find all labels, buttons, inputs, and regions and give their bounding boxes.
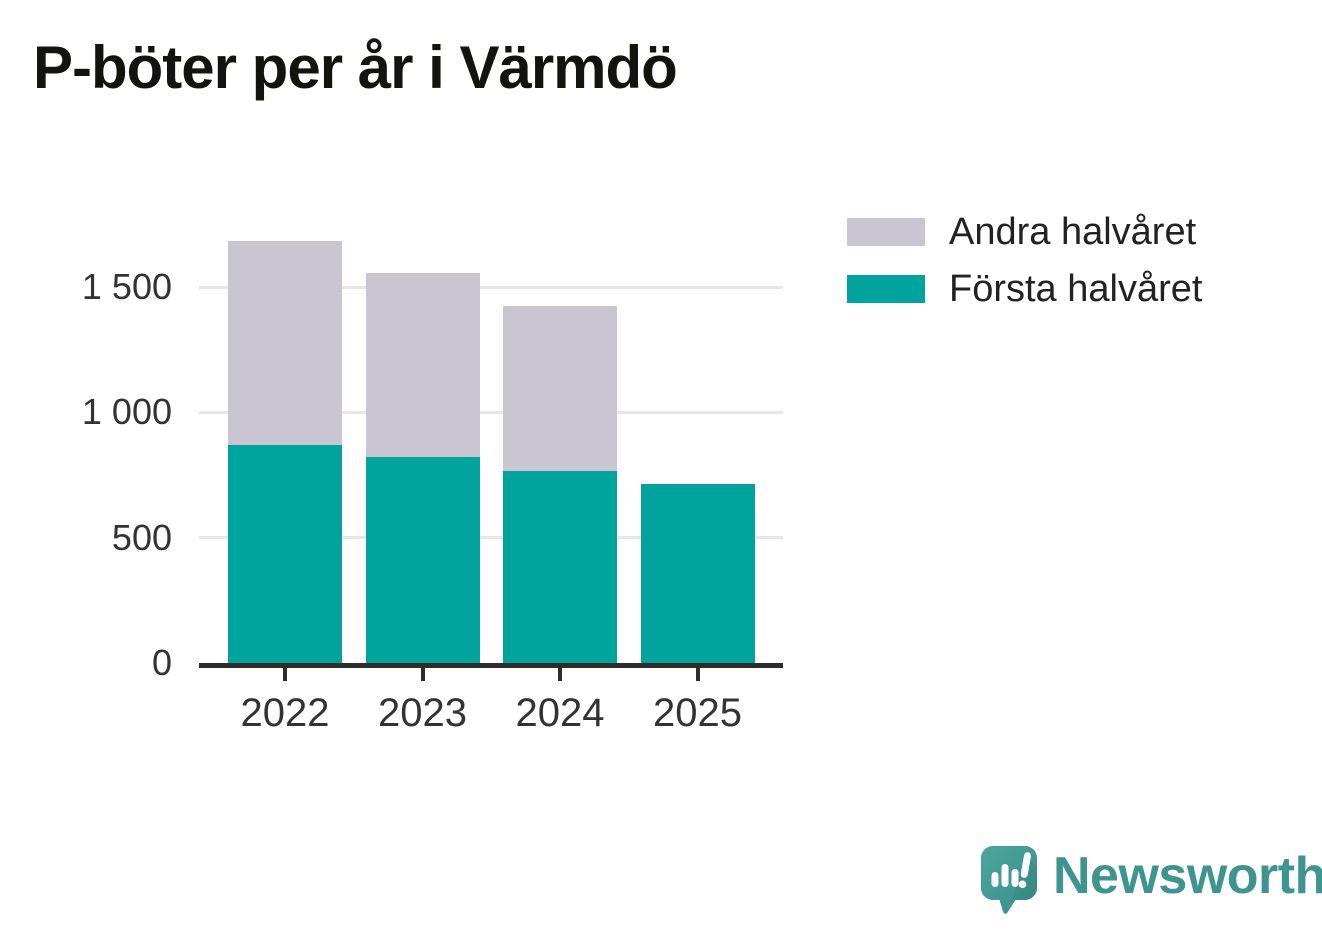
x-tick-label-2025: 2025 <box>653 691 742 735</box>
gridline-1000 <box>199 410 783 414</box>
bar-2023-forsta-halvaret <box>365 457 480 663</box>
legend-label: Andra halvåret <box>949 210 1197 253</box>
bar-2022-andra-halvaret <box>228 240 342 445</box>
legend-swatch-andra-halvaret <box>847 218 925 246</box>
x-tick-label-2022: 2022 <box>240 691 330 735</box>
legend-label: Första halvåret <box>949 267 1203 310</box>
legend-swatch-forsta-halvaret <box>847 275 925 303</box>
x-axis-line <box>199 663 783 668</box>
bar-2025-forsta-halvaret <box>640 483 755 663</box>
y-tick-label-1500: 1 500 <box>81 266 172 307</box>
bar-2023-andra-halvaret <box>365 273 480 458</box>
brand-footer: Newsworthy <box>981 846 1322 921</box>
x-tick-label-2024: 2024 <box>515 691 605 735</box>
bar-2022-forsta-halvaret <box>228 444 342 663</box>
y-tick-label-1000: 1 000 <box>81 391 172 433</box>
x-tick-2023 <box>420 668 425 681</box>
legend-item-forsta-halvaret: Första halvåret <box>847 268 1202 310</box>
bar-2024-forsta-halvaret <box>503 471 617 663</box>
x-tick-2025 <box>695 668 700 681</box>
gridline-1500 <box>199 285 783 289</box>
page-title: P-böter per år i Värmdö <box>33 34 678 101</box>
x-tick-2024 <box>558 668 562 681</box>
y-tick-label-0: 0 <box>151 642 172 683</box>
chart-legend: Andra halvåret Första halvåret <box>847 211 1202 332</box>
x-tick-label-2023: 2023 <box>378 691 467 735</box>
newsworthy-logo-icon <box>981 846 1037 921</box>
brand-wordmark: Newsworthy <box>1053 847 1322 905</box>
x-tick-2022 <box>283 668 287 681</box>
legend-item-andra-halvaret: Andra halvåret <box>847 211 1202 253</box>
gridline-500 <box>199 536 783 540</box>
y-tick-label-500: 500 <box>111 516 172 558</box>
bar-2024-andra-halvaret <box>503 305 617 472</box>
